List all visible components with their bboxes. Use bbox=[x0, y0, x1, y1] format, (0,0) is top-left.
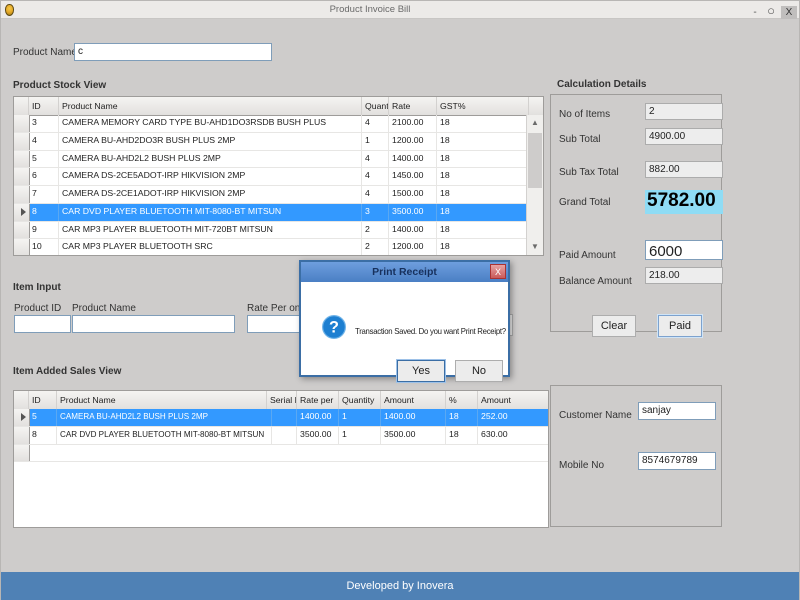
svg-text:?: ? bbox=[329, 319, 339, 337]
